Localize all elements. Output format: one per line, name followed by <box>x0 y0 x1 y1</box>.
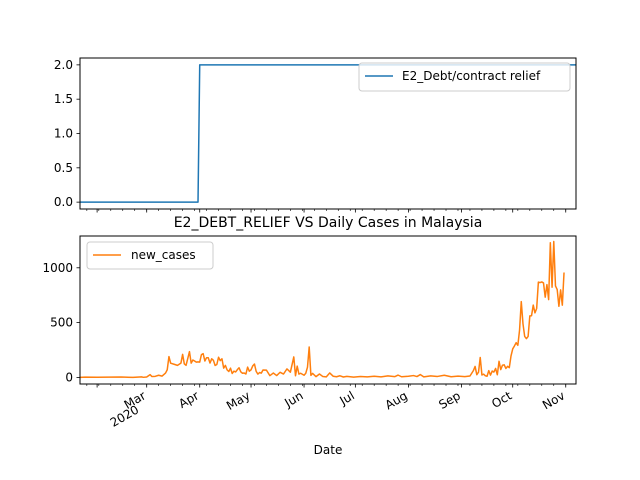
top-ytick-label: 2.0 <box>54 58 73 72</box>
top-legend-label: E2_Debt/contract relief <box>402 69 541 83</box>
top-y-ticks: 0.0 0.5 1.0 1.5 2.0 <box>54 58 80 209</box>
bottom-legend-box <box>86 241 214 270</box>
top-ytick-label: 1.0 <box>54 127 73 141</box>
bottom-ytick-label: 500 <box>50 316 73 330</box>
top-ytick-label: 0.0 <box>54 195 73 209</box>
top-panel: 0.0 0.5 1.0 1.5 2.0 E2_Debt/contract relief <box>54 57 577 213</box>
bottom-axes-frame <box>79 235 577 385</box>
bottom-ytick-label: 0 <box>65 370 73 384</box>
x-axis-label: Date <box>314 443 343 457</box>
series-line-new-cases <box>79 240 565 379</box>
bottom-legend: new_cases <box>86 241 214 270</box>
top-legend-box <box>358 62 571 92</box>
bottom-chart-title: E2_DEBT_RELIEF VS Daily Cases in Malaysi… <box>174 215 483 231</box>
bottom-y-ticks: 0 500 1000 <box>42 261 80 384</box>
bottom-line-layer <box>79 240 565 379</box>
xtick-label-jul: Jul <box>336 388 356 408</box>
bottom-legend-label: new_cases <box>131 248 196 262</box>
bottom-ytick-label: 1000 <box>42 261 73 275</box>
top-ytick-label: 0.5 <box>54 161 73 175</box>
top-x-ticks <box>86 209 567 213</box>
top-legend: E2_Debt/contract relief <box>358 62 571 92</box>
top-ytick-label: 1.5 <box>54 92 73 106</box>
